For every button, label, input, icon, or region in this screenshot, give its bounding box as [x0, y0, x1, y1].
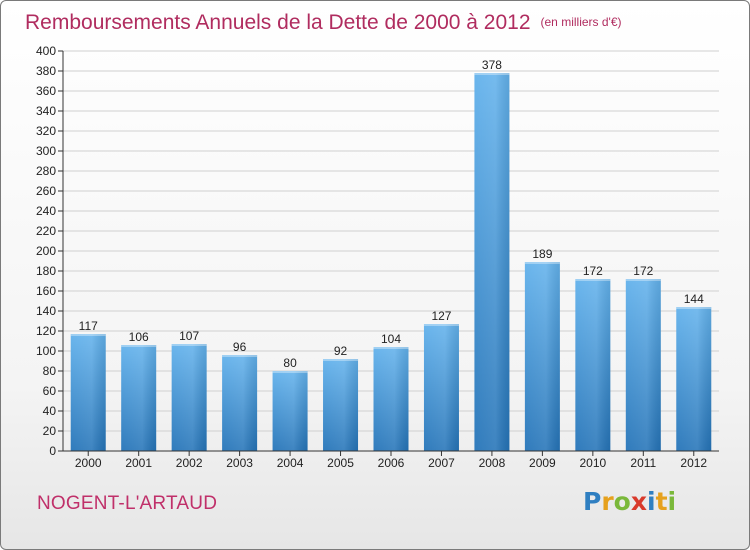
data-label: 117	[79, 319, 98, 333]
y-tick-label: 200	[36, 244, 56, 258]
y-tick-label: 0	[49, 444, 56, 458]
y-tick-label: 80	[43, 364, 57, 378]
data-label: 378	[482, 58, 502, 72]
bar-shine	[70, 334, 106, 451]
y-tick-label: 300	[36, 144, 56, 158]
x-tick-label: 2005	[327, 456, 354, 470]
bar-shine	[575, 279, 611, 451]
bar-shine	[373, 347, 409, 451]
bar-top-highlight	[121, 345, 157, 347]
y-tick-label: 60	[43, 384, 57, 398]
x-tick-label: 2004	[277, 456, 304, 470]
bar-top-highlight	[272, 371, 308, 373]
y-tick-label: 140	[36, 304, 56, 318]
bar-shine	[625, 279, 661, 451]
x-tick-label: 2007	[428, 456, 455, 470]
x-tick-label: 2010	[579, 456, 606, 470]
bar-shine	[323, 359, 359, 451]
labels: 0 20 40 60 80 100 120 140 160 180 200 220 240 260 280 3…	[36, 44, 707, 470]
logo-letter: x	[630, 487, 647, 516]
data-label: 172	[583, 264, 603, 278]
y-tick-label: 100	[36, 344, 56, 358]
chart-title-unit: (en milliers d'€)	[540, 15, 622, 29]
y-tick-label: 260	[36, 184, 56, 198]
data-label: 144	[684, 292, 704, 306]
data-label: 80	[283, 356, 297, 370]
x-tick-label: 2002	[176, 456, 203, 470]
bar-top-highlight	[171, 344, 207, 346]
y-tick-label: 160	[36, 284, 56, 298]
bar-shine	[474, 73, 510, 451]
x-tick-label: 2008	[479, 456, 506, 470]
data-label: 106	[129, 330, 149, 344]
bar-top-highlight	[676, 307, 712, 309]
y-tick-label: 280	[36, 164, 56, 178]
logo-letter: i	[667, 487, 677, 516]
bar-top-highlight	[625, 279, 661, 281]
x-tick-label: 2012	[680, 456, 707, 470]
data-label: 92	[334, 344, 348, 358]
axes	[58, 50, 719, 456]
bar-shine	[524, 262, 560, 451]
bar-shine	[171, 344, 207, 451]
logo-letter: o	[613, 487, 631, 516]
data-label: 127	[431, 309, 451, 323]
bar-shine	[676, 307, 712, 451]
x-tick-label: 2001	[125, 456, 152, 470]
commune-name: NOGENT-L'ARTAUD	[37, 493, 218, 514]
y-tick-label: 240	[36, 204, 56, 218]
bar-top-highlight	[323, 359, 359, 361]
x-tick-label: 2000	[75, 456, 102, 470]
logo-letter: P	[583, 487, 602, 516]
bar-top-highlight	[222, 355, 258, 357]
bar-shine	[222, 355, 258, 451]
logo-letter: i	[647, 487, 656, 516]
data-label: 107	[179, 329, 199, 343]
bar-shine	[121, 345, 157, 451]
bar-shine	[272, 371, 308, 451]
bars	[70, 73, 712, 451]
y-tick-label: 400	[36, 44, 56, 58]
bar-top-highlight	[524, 262, 560, 264]
data-label: 189	[532, 247, 552, 261]
y-tick-label: 20	[43, 424, 57, 438]
data-label: 172	[633, 264, 653, 278]
y-tick-label: 120	[36, 324, 56, 338]
bar-top-highlight	[474, 73, 510, 75]
bar-top-highlight	[70, 334, 106, 336]
bar-top-highlight	[373, 347, 409, 349]
y-tick-label: 340	[36, 104, 56, 118]
logo-letter: r	[601, 487, 614, 516]
x-tick-label: 2006	[378, 456, 405, 470]
logo-letter: t	[655, 487, 668, 516]
x-tick-label: 2009	[529, 456, 556, 470]
x-tick-label: 2003	[226, 456, 253, 470]
bar-shine	[423, 324, 459, 451]
bar-top-highlight	[575, 279, 611, 281]
y-tick-label: 180	[36, 264, 56, 278]
bar-top-highlight	[423, 324, 459, 326]
y-tick-label: 40	[43, 404, 57, 418]
chart-title-main: Remboursements Annuels de la Dette de 20…	[25, 11, 531, 34]
chart-title: Remboursements Annuels de la Dette de 20…	[25, 7, 622, 37]
proxiti-logo: Proxiti	[583, 487, 676, 516]
y-tick-label: 220	[36, 224, 56, 238]
y-tick-label: 360	[36, 84, 56, 98]
x-tick-label: 2011	[630, 456, 656, 470]
data-label: 104	[381, 332, 401, 346]
data-label: 96	[233, 340, 247, 354]
y-tick-label: 380	[36, 64, 56, 78]
y-tick-label: 320	[36, 124, 56, 138]
